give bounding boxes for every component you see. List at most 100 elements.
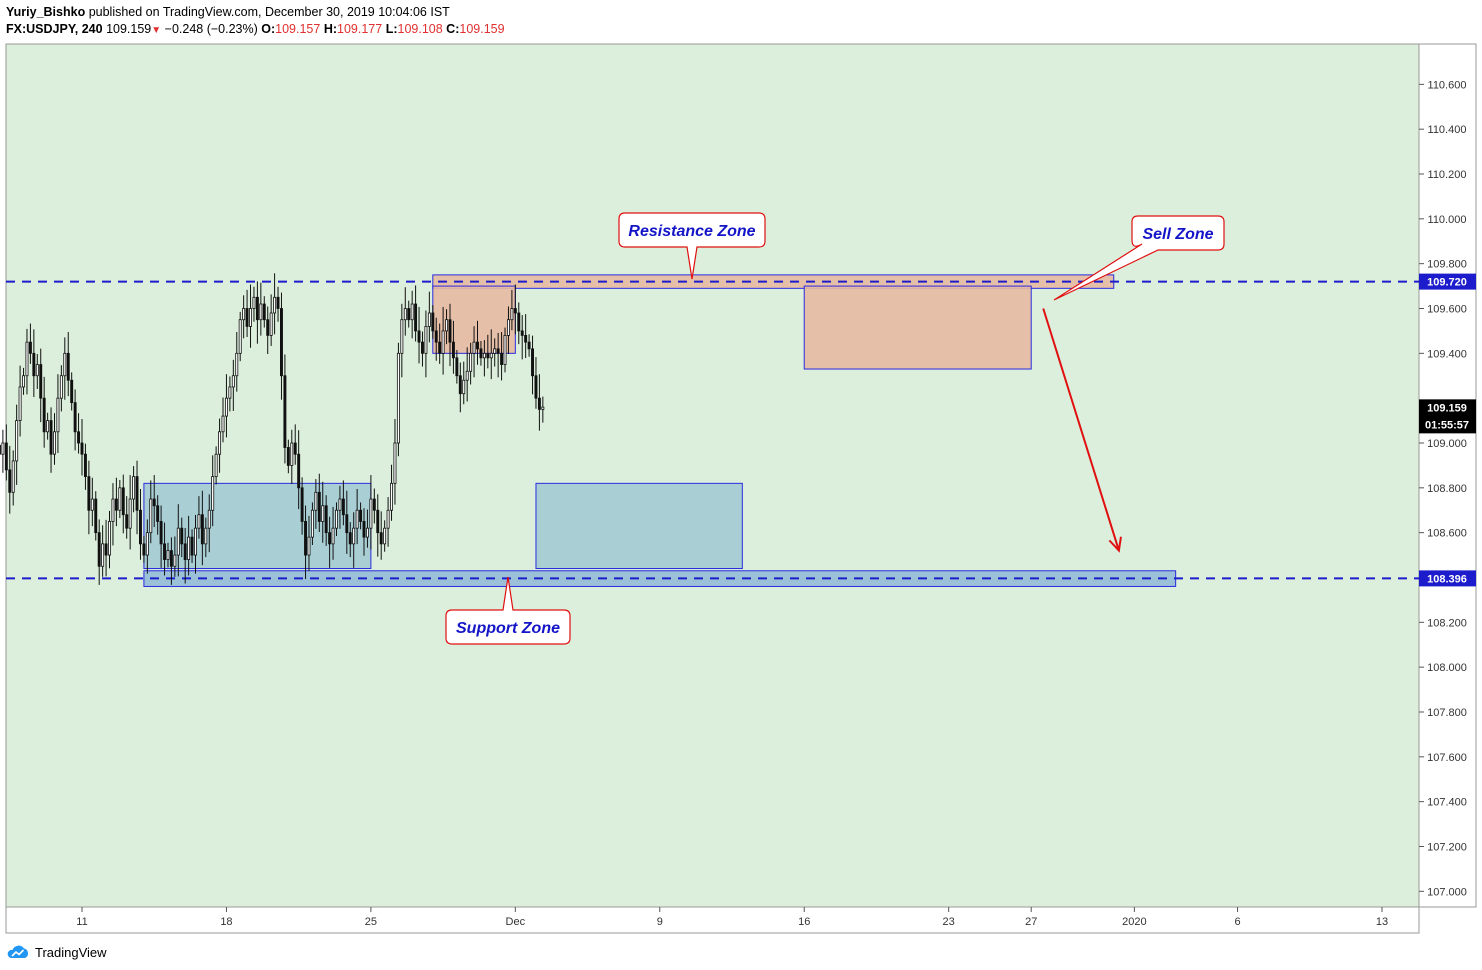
candle[interactable] (503, 335, 507, 365)
candle[interactable] (341, 498, 345, 516)
candle[interactable] (338, 498, 342, 511)
candle[interactable] (266, 319, 270, 336)
candle[interactable] (403, 308, 407, 321)
candle[interactable] (73, 402, 77, 433)
candle[interactable] (132, 476, 136, 500)
candle[interactable] (63, 352, 67, 377)
candle[interactable] (293, 442, 297, 455)
candle[interactable] (362, 521, 366, 538)
candle[interactable] (321, 505, 325, 522)
candle[interactable] (438, 341, 442, 354)
candle[interactable] (211, 476, 215, 511)
candle[interactable] (465, 370, 469, 381)
candle[interactable] (410, 303, 414, 321)
candle[interactable] (479, 348, 483, 359)
candle[interactable] (101, 543, 105, 567)
candle[interactable] (125, 514, 129, 529)
candle[interactable] (97, 532, 101, 567)
candle[interactable] (262, 303, 266, 321)
tradingview-brand[interactable]: TradingView (35, 944, 107, 960)
candle[interactable] (506, 319, 510, 336)
candle[interactable] (39, 364, 43, 399)
candle[interactable] (114, 498, 118, 511)
candle[interactable] (35, 364, 39, 377)
candle[interactable] (190, 536, 194, 556)
candle[interactable] (379, 532, 383, 545)
time-axis[interactable] (5, 906, 1420, 934)
candle[interactable] (345, 514, 349, 534)
candle[interactable] (15, 420, 19, 462)
support-zone-callout-bubble[interactable] (445, 576, 571, 645)
candle[interactable] (469, 352, 473, 372)
candle[interactable] (500, 352, 504, 365)
candle[interactable] (56, 397, 60, 433)
price-axis[interactable] (1418, 43, 1477, 908)
candle[interactable] (159, 521, 163, 545)
candle[interactable] (386, 509, 390, 529)
candle[interactable] (414, 303, 418, 332)
candle[interactable] (424, 326, 428, 354)
candle[interactable] (269, 312, 273, 336)
candle[interactable] (310, 509, 314, 538)
candle[interactable] (273, 296, 277, 314)
candle[interactable] (307, 536, 311, 556)
candle[interactable] (331, 527, 335, 545)
candle[interactable] (200, 514, 204, 545)
candle[interactable] (204, 527, 208, 545)
candle[interactable] (396, 352, 400, 444)
candle[interactable] (531, 348, 534, 377)
sell-zone-callout[interactable]: Sell Zone (1053, 215, 1225, 301)
candle[interactable] (238, 319, 242, 354)
candle[interactable] (355, 509, 359, 529)
candle[interactable] (324, 505, 328, 534)
candle[interactable] (400, 319, 404, 354)
candle[interactable] (187, 536, 191, 560)
candle[interactable] (180, 527, 184, 545)
candle[interactable] (145, 532, 149, 556)
candle[interactable] (365, 527, 369, 538)
candle[interactable] (445, 319, 449, 332)
candle[interactable] (407, 308, 411, 321)
candle[interactable] (90, 498, 94, 511)
plot-area[interactable] (5, 43, 1420, 908)
candle[interactable] (28, 341, 32, 354)
candle[interactable] (417, 330, 421, 343)
candle[interactable] (169, 550, 173, 567)
candle[interactable] (290, 442, 294, 466)
candle[interactable] (537, 397, 541, 410)
candle[interactable] (369, 498, 373, 529)
candle[interactable] (317, 491, 321, 522)
candle[interactable] (252, 296, 256, 309)
candle[interactable] (87, 476, 91, 511)
candle[interactable] (70, 379, 74, 404)
candle[interactable] (245, 308, 249, 327)
candle[interactable] (520, 330, 524, 336)
candle[interactable] (1, 442, 5, 455)
candle[interactable] (541, 406, 545, 410)
candle[interactable] (142, 543, 146, 556)
candle[interactable] (25, 341, 29, 377)
candle[interactable] (472, 341, 476, 354)
resistance-zone-callout[interactable]: Resistance Zone (618, 212, 766, 280)
candle[interactable] (486, 352, 490, 359)
candle[interactable] (259, 303, 263, 321)
candle[interactable] (255, 296, 259, 321)
candle[interactable] (496, 348, 500, 354)
candle[interactable] (224, 397, 228, 417)
candle[interactable] (59, 375, 63, 399)
candle[interactable] (128, 498, 132, 529)
candle[interactable] (46, 420, 50, 433)
consolidation-box-2[interactable] (535, 482, 743, 570)
candle[interactable] (534, 375, 538, 399)
sell-zone-callout-bubble[interactable] (1053, 215, 1225, 301)
candle[interactable] (517, 312, 521, 332)
candle[interactable] (434, 330, 438, 343)
candle[interactable] (372, 498, 376, 511)
candle[interactable] (421, 341, 424, 354)
candle[interactable] (80, 442, 84, 455)
support-zone-callout[interactable]: Support Zone (445, 576, 571, 645)
candle[interactable] (527, 341, 531, 350)
candle[interactable] (235, 352, 239, 377)
candle[interactable] (108, 521, 111, 556)
